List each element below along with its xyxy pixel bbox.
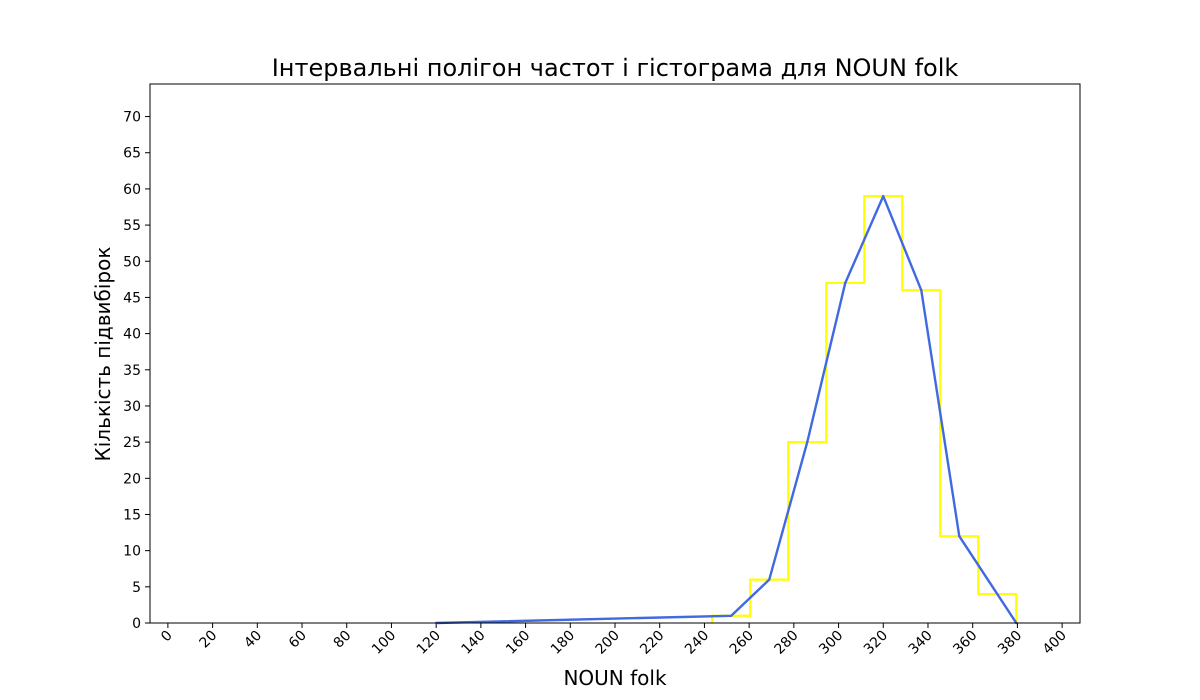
y-tick-label: 20 xyxy=(123,471,141,487)
y-tick-label: 65 xyxy=(123,146,141,162)
x-tick-label: 200 xyxy=(593,628,623,658)
x-tick-label: 380 xyxy=(995,628,1025,658)
x-tick-label: 280 xyxy=(771,628,801,658)
polygon-point xyxy=(882,194,885,198)
chart-title: Інтервальні полігон частот і гістограма … xyxy=(272,54,959,82)
frequency-polygon-line xyxy=(436,194,1018,625)
y-axis-label: Кількість підвибірок xyxy=(91,247,115,462)
x-tick-label: 260 xyxy=(727,628,757,658)
y-tick-label: 45 xyxy=(123,290,141,306)
polygon-point xyxy=(730,614,733,617)
y-tick-label: 5 xyxy=(132,580,141,596)
x-tick-label: 40 xyxy=(241,628,265,652)
x-tick-label: 240 xyxy=(682,628,712,658)
y-tick-label: 60 xyxy=(123,182,141,198)
polygon-point xyxy=(768,578,771,581)
x-tick-label: 220 xyxy=(637,628,667,658)
x-tick-label: 80 xyxy=(331,628,355,652)
polygon-point xyxy=(920,288,923,292)
y-tick-label: 0 xyxy=(132,616,141,632)
y-tick-label: 50 xyxy=(123,254,141,270)
x-tick-label: 140 xyxy=(458,628,488,658)
y-axis-ticks: 0 5 10 15 20 25 30 35 40 45 50 55 60 65 70 xyxy=(123,110,150,632)
y-tick-label: 40 xyxy=(123,327,141,343)
x-tick-label: 180 xyxy=(548,628,578,658)
x-tick-label: 100 xyxy=(369,628,399,658)
y-tick-label: 30 xyxy=(123,399,141,415)
plot-content xyxy=(434,194,1018,625)
y-tick-label: 15 xyxy=(123,507,141,523)
y-tick-label: 55 xyxy=(123,218,141,234)
x-tick-label: 320 xyxy=(861,628,891,658)
histogram-outline xyxy=(711,195,1018,623)
x-axis-ticks: 0 20 40 60 80 100 120 140 160 180 200 220 240 260 280 3… xyxy=(158,623,1070,658)
x-tick-label: 400 xyxy=(1040,628,1070,658)
polygon-point xyxy=(844,281,847,285)
y-tick-label: 25 xyxy=(123,435,141,451)
x-tick-label: 60 xyxy=(286,628,310,652)
x-tick-label: 160 xyxy=(503,628,533,658)
polygon-point xyxy=(958,534,961,538)
x-tick-label: 360 xyxy=(950,628,980,658)
y-tick-label: 35 xyxy=(123,363,141,379)
plot-area-frame xyxy=(149,83,1081,624)
x-tick-label: 0 xyxy=(158,628,176,646)
x-tick-label: 20 xyxy=(197,628,221,652)
y-tick-label: 70 xyxy=(123,110,141,126)
x-tick-label: 300 xyxy=(816,628,846,658)
polygon-point xyxy=(806,440,809,444)
x-axis-label: NOUN folk xyxy=(563,666,666,690)
x-tick-label: 340 xyxy=(906,628,936,658)
x-tick-label: 120 xyxy=(414,628,444,658)
y-tick-label: 10 xyxy=(123,544,141,560)
